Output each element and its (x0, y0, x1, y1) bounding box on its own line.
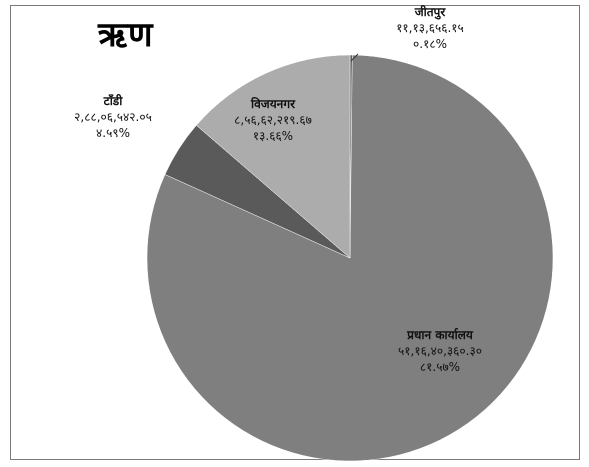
label-pradhan-karyalaya-name: प्रधान कार्यालय (407, 328, 473, 342)
chart-title: ऋण (98, 15, 154, 55)
slice-vijaynagar (196, 54, 351, 259)
label-vijaynagar-amount: ८,५६,६२,२१९.६७ (234, 113, 312, 127)
label-tandi-amount: २,८८,०६,५४२.०५ (74, 110, 152, 124)
label-pradhan-karyalaya: प्रधान कार्यालय ५१,१६,४०,३६०.३० ८१.५७% (374, 327, 506, 375)
label-pradhan-karyalaya-percent: ८१.५७% (419, 360, 461, 374)
label-jitpur-percent: ०.१८% (413, 37, 447, 51)
leader-line-jitpur (350, 53, 359, 62)
label-tandi-name: टाँडी (103, 94, 123, 108)
label-pradhan-karyalaya-amount: ५१,१६,४०,३६०.३० (398, 344, 482, 358)
label-tandi-percent: ४.५९% (96, 126, 130, 140)
label-tandi: टाँडी २,८८,०६,५४२.०५ ४.५९% (58, 93, 168, 141)
label-vijaynagar-percent: १३.६६% (252, 129, 294, 143)
label-jitpur: जीतपुर ११,१३,६५६.१५ ०.१८% (370, 4, 490, 52)
label-jitpur-amount: ११,१३,६५६.१५ (396, 21, 464, 35)
label-jitpur-name: जीतपुर (414, 5, 446, 19)
label-vijaynagar-name: विजयनगर (251, 97, 295, 111)
label-vijaynagar: विजयनगर ८,५६,६२,२१९.६७ १३.६६% (218, 96, 328, 144)
